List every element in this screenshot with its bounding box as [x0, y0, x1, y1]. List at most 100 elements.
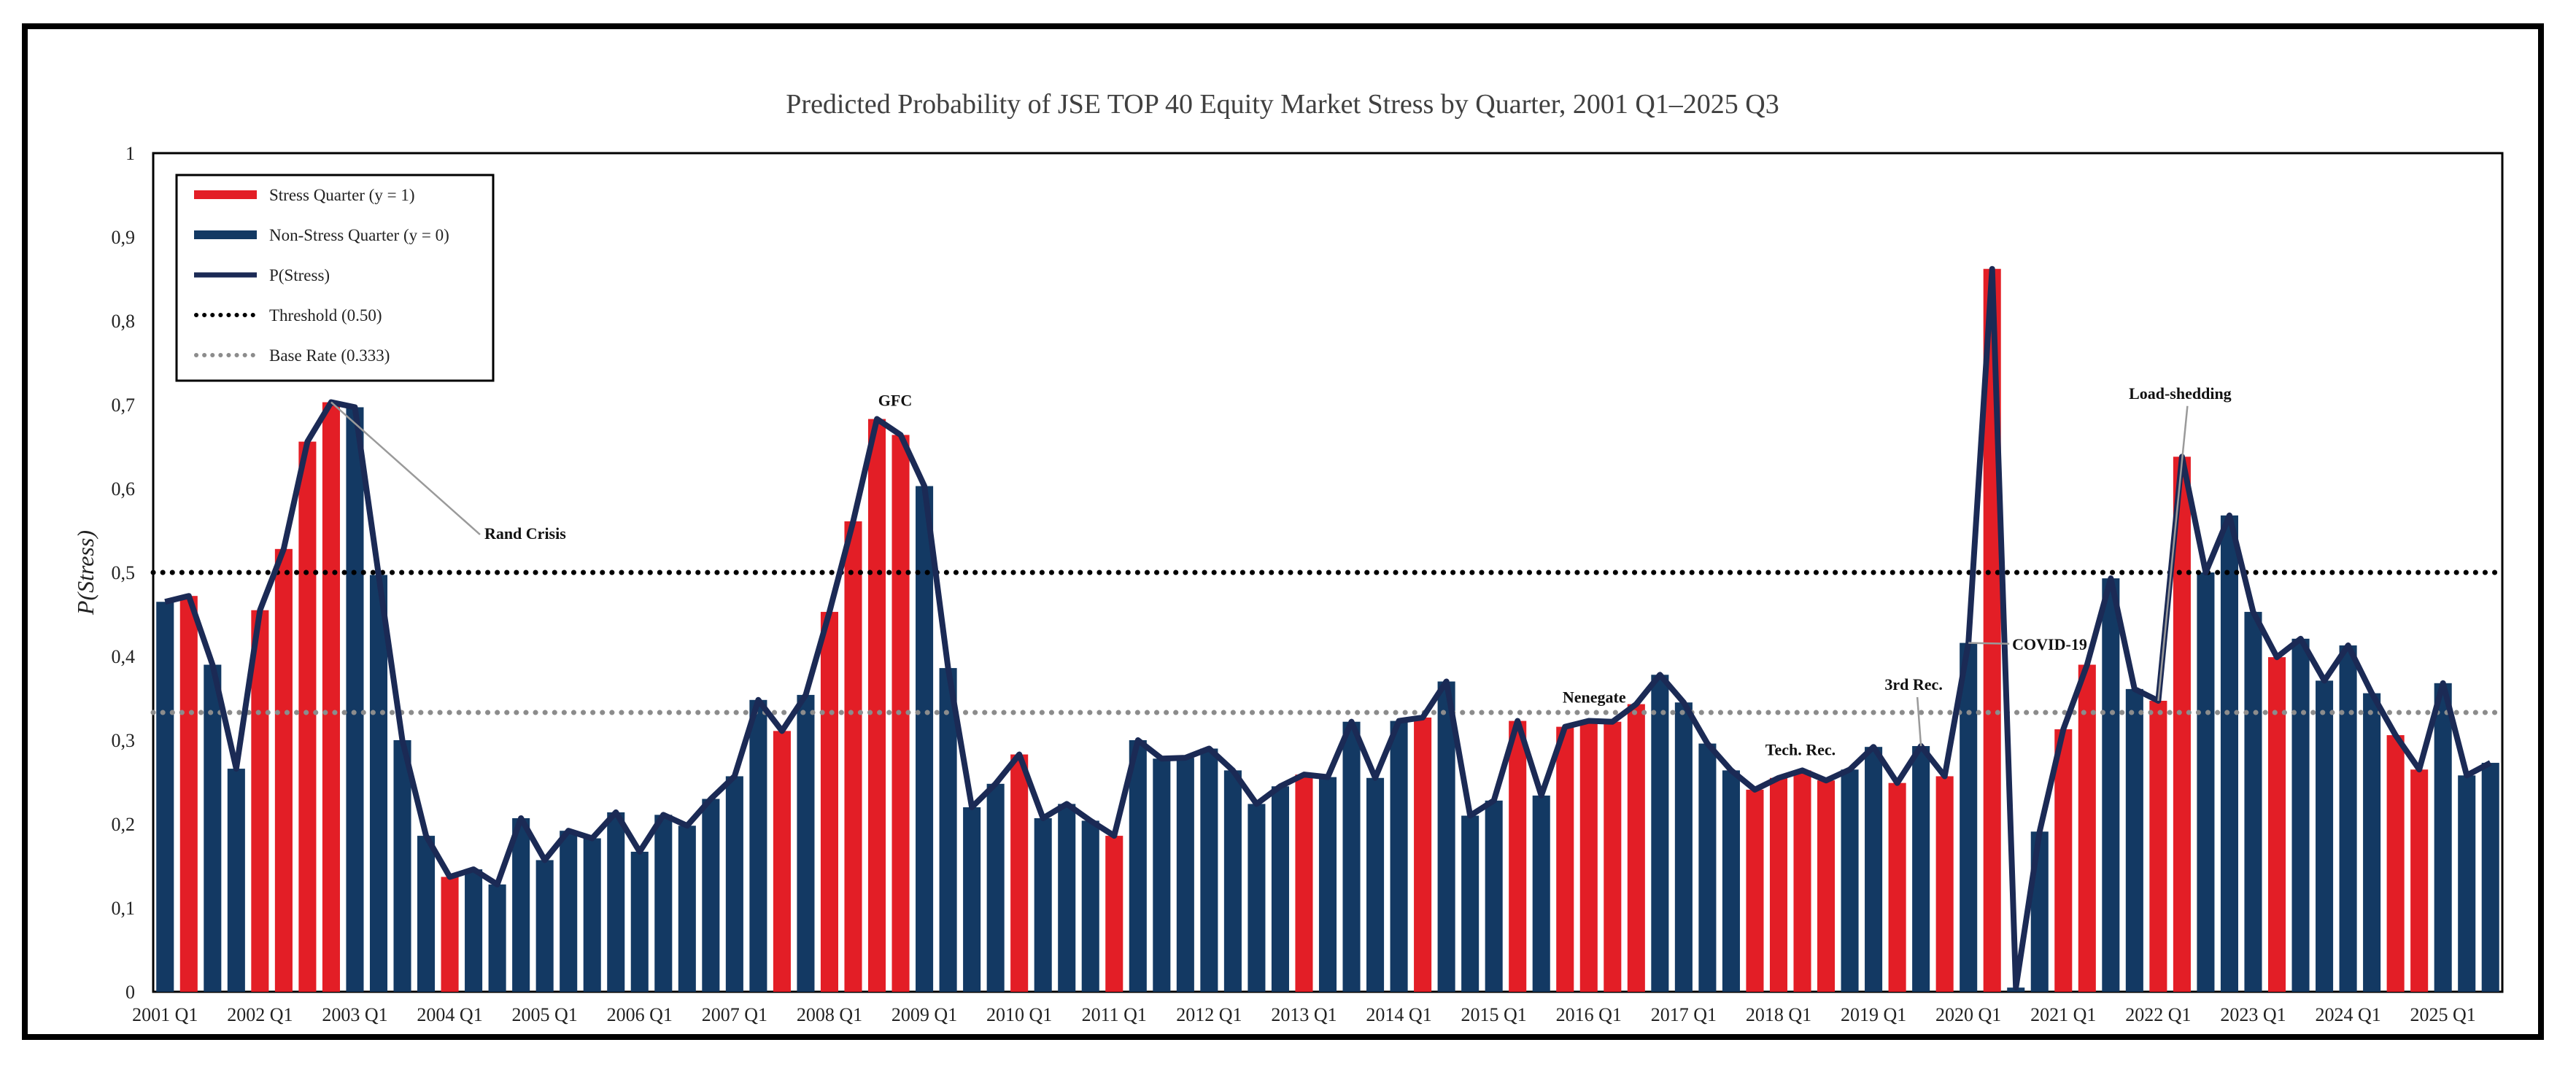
bar-non-stress [2339, 645, 2357, 992]
bar-non-stress [654, 815, 673, 992]
bar-non-stress [2125, 688, 2143, 992]
bar-non-stress [2458, 775, 2476, 992]
x-tick-label: 2017 Q1 [1651, 1004, 1717, 1025]
x-tick-label: 2018 Q1 [1746, 1004, 1811, 1025]
bar-stress [1105, 836, 1123, 992]
x-tick-label: 2015 Q1 [1461, 1004, 1527, 1025]
bar-non-stress [346, 407, 364, 992]
stress-probability-chart: Predicted Probability of JSE TOP 40 Equi… [72, 89, 2505, 1025]
bar-non-stress [512, 817, 530, 992]
bar-stress [1888, 782, 1906, 992]
bar-non-stress [1129, 740, 1147, 992]
bar-non-stress [1081, 820, 1099, 992]
x-tick-label: 2016 Q1 [1556, 1004, 1622, 1025]
legend-label-stress: Stress Quarter (y = 1) [269, 186, 414, 204]
x-tick-label: 2011 Q1 [1082, 1004, 1147, 1025]
bar-stress [1414, 717, 1432, 992]
bar-non-stress [963, 807, 981, 992]
bar-stress [844, 521, 862, 992]
x-tick-label: 2005 Q1 [512, 1004, 578, 1025]
x-tick-label: 2013 Q1 [1271, 1004, 1337, 1025]
x-tick-label: 2009 Q1 [891, 1004, 957, 1025]
bar-non-stress [678, 826, 696, 992]
bar-non-stress [1722, 770, 1740, 992]
bar-non-stress [702, 799, 720, 992]
bar-stress [1295, 774, 1313, 992]
bar-stress [773, 731, 791, 992]
annotation-label: GFC [878, 392, 912, 410]
bar-stress [1746, 789, 1764, 992]
y-axis-ticks: 0 0,1 0,2 0,3 0,4 0,5 0,6 0,7 0,8 0,9 1 [112, 143, 136, 1003]
bar-stress [2267, 657, 2286, 992]
bar-non-stress [2220, 515, 2238, 992]
y-tick-label: 0,5 [112, 562, 136, 583]
bar-stress [298, 441, 317, 992]
legend-box [175, 174, 495, 382]
bar-non-stress [630, 851, 649, 992]
chart-frame: Predicted Probability of JSE TOP 40 Equi… [22, 23, 2544, 1040]
bar-non-stress [2316, 680, 2334, 992]
x-tick-label: 2024 Q1 [2315, 1004, 2380, 1025]
bar-non-stress [1865, 747, 1883, 992]
annotation-label: Nenegate [1563, 688, 1626, 706]
bar-non-stress [2102, 578, 2120, 992]
bar-non-stress [1485, 800, 1503, 992]
bar-non-stress [916, 486, 934, 992]
y-tick-label: 0 [125, 982, 135, 1003]
x-tick-label: 2019 Q1 [1841, 1004, 1906, 1025]
bar-stress [1556, 726, 1574, 992]
x-tick-label: 2022 Q1 [2125, 1004, 2191, 1025]
bar-non-stress [1223, 770, 1242, 992]
bar-non-stress [393, 740, 411, 992]
x-tick-label: 2002 Q1 [227, 1004, 293, 1025]
bar-stress [179, 596, 198, 992]
bar-non-stress [1532, 795, 1550, 992]
y-tick-label: 0,2 [112, 814, 136, 835]
legend-swatch-stress [194, 190, 257, 199]
bar-non-stress [1318, 777, 1337, 992]
bar-stress [1509, 721, 1527, 992]
bar-non-stress [227, 769, 245, 992]
bar-non-stress [1651, 675, 1669, 992]
y-tick-label: 0,6 [112, 478, 136, 500]
bar-non-stress [1200, 748, 1218, 992]
bar-non-stress [1248, 804, 1266, 992]
x-tick-label: 2008 Q1 [797, 1004, 862, 1025]
bar-stress [1769, 777, 1788, 992]
probability-line [164, 265, 2492, 991]
x-tick-label: 2004 Q1 [417, 1004, 482, 1025]
bar-non-stress [1960, 642, 1978, 992]
bar-non-stress [2363, 693, 2381, 992]
bar-non-stress [156, 602, 174, 992]
bar-stress [441, 877, 459, 992]
y-tick-label: 0,4 [112, 646, 136, 667]
bar-non-stress [1271, 786, 1289, 992]
y-tick-label: 0,3 [112, 730, 136, 751]
bar-non-stress [535, 860, 554, 992]
bar-non-stress [725, 776, 743, 992]
bar-non-stress [465, 869, 483, 992]
bar-non-stress [1342, 721, 1361, 992]
bar-non-stress [1674, 702, 1693, 992]
bar-stress [1604, 721, 1622, 992]
bar-non-stress [369, 575, 388, 992]
bar-stress [1579, 721, 1598, 992]
bar-non-stress [1841, 769, 1859, 992]
x-tick-label: 2025 Q1 [2410, 1004, 2476, 1025]
bar-non-stress [204, 664, 222, 992]
bar-stress [1010, 754, 1029, 992]
bar-non-stress [1176, 758, 1194, 992]
x-tick-label: 2020 Q1 [1935, 1004, 2001, 1025]
bar-non-stress [1390, 721, 1408, 992]
bar-non-stress [939, 668, 957, 992]
bar-non-stress [417, 836, 436, 992]
bar-non-stress [1912, 746, 1930, 992]
annotation-leader-line [1968, 642, 2010, 645]
bar-stress [274, 548, 293, 992]
bar-stress [1817, 780, 1836, 992]
bar-stress [2386, 735, 2405, 992]
annotation-label: Tech. Rec. [1765, 741, 1836, 759]
bar-stress [2054, 729, 2073, 992]
chart-title: Predicted Probability of JSE TOP 40 Equi… [786, 89, 1779, 120]
bar-stress [2078, 664, 2096, 992]
